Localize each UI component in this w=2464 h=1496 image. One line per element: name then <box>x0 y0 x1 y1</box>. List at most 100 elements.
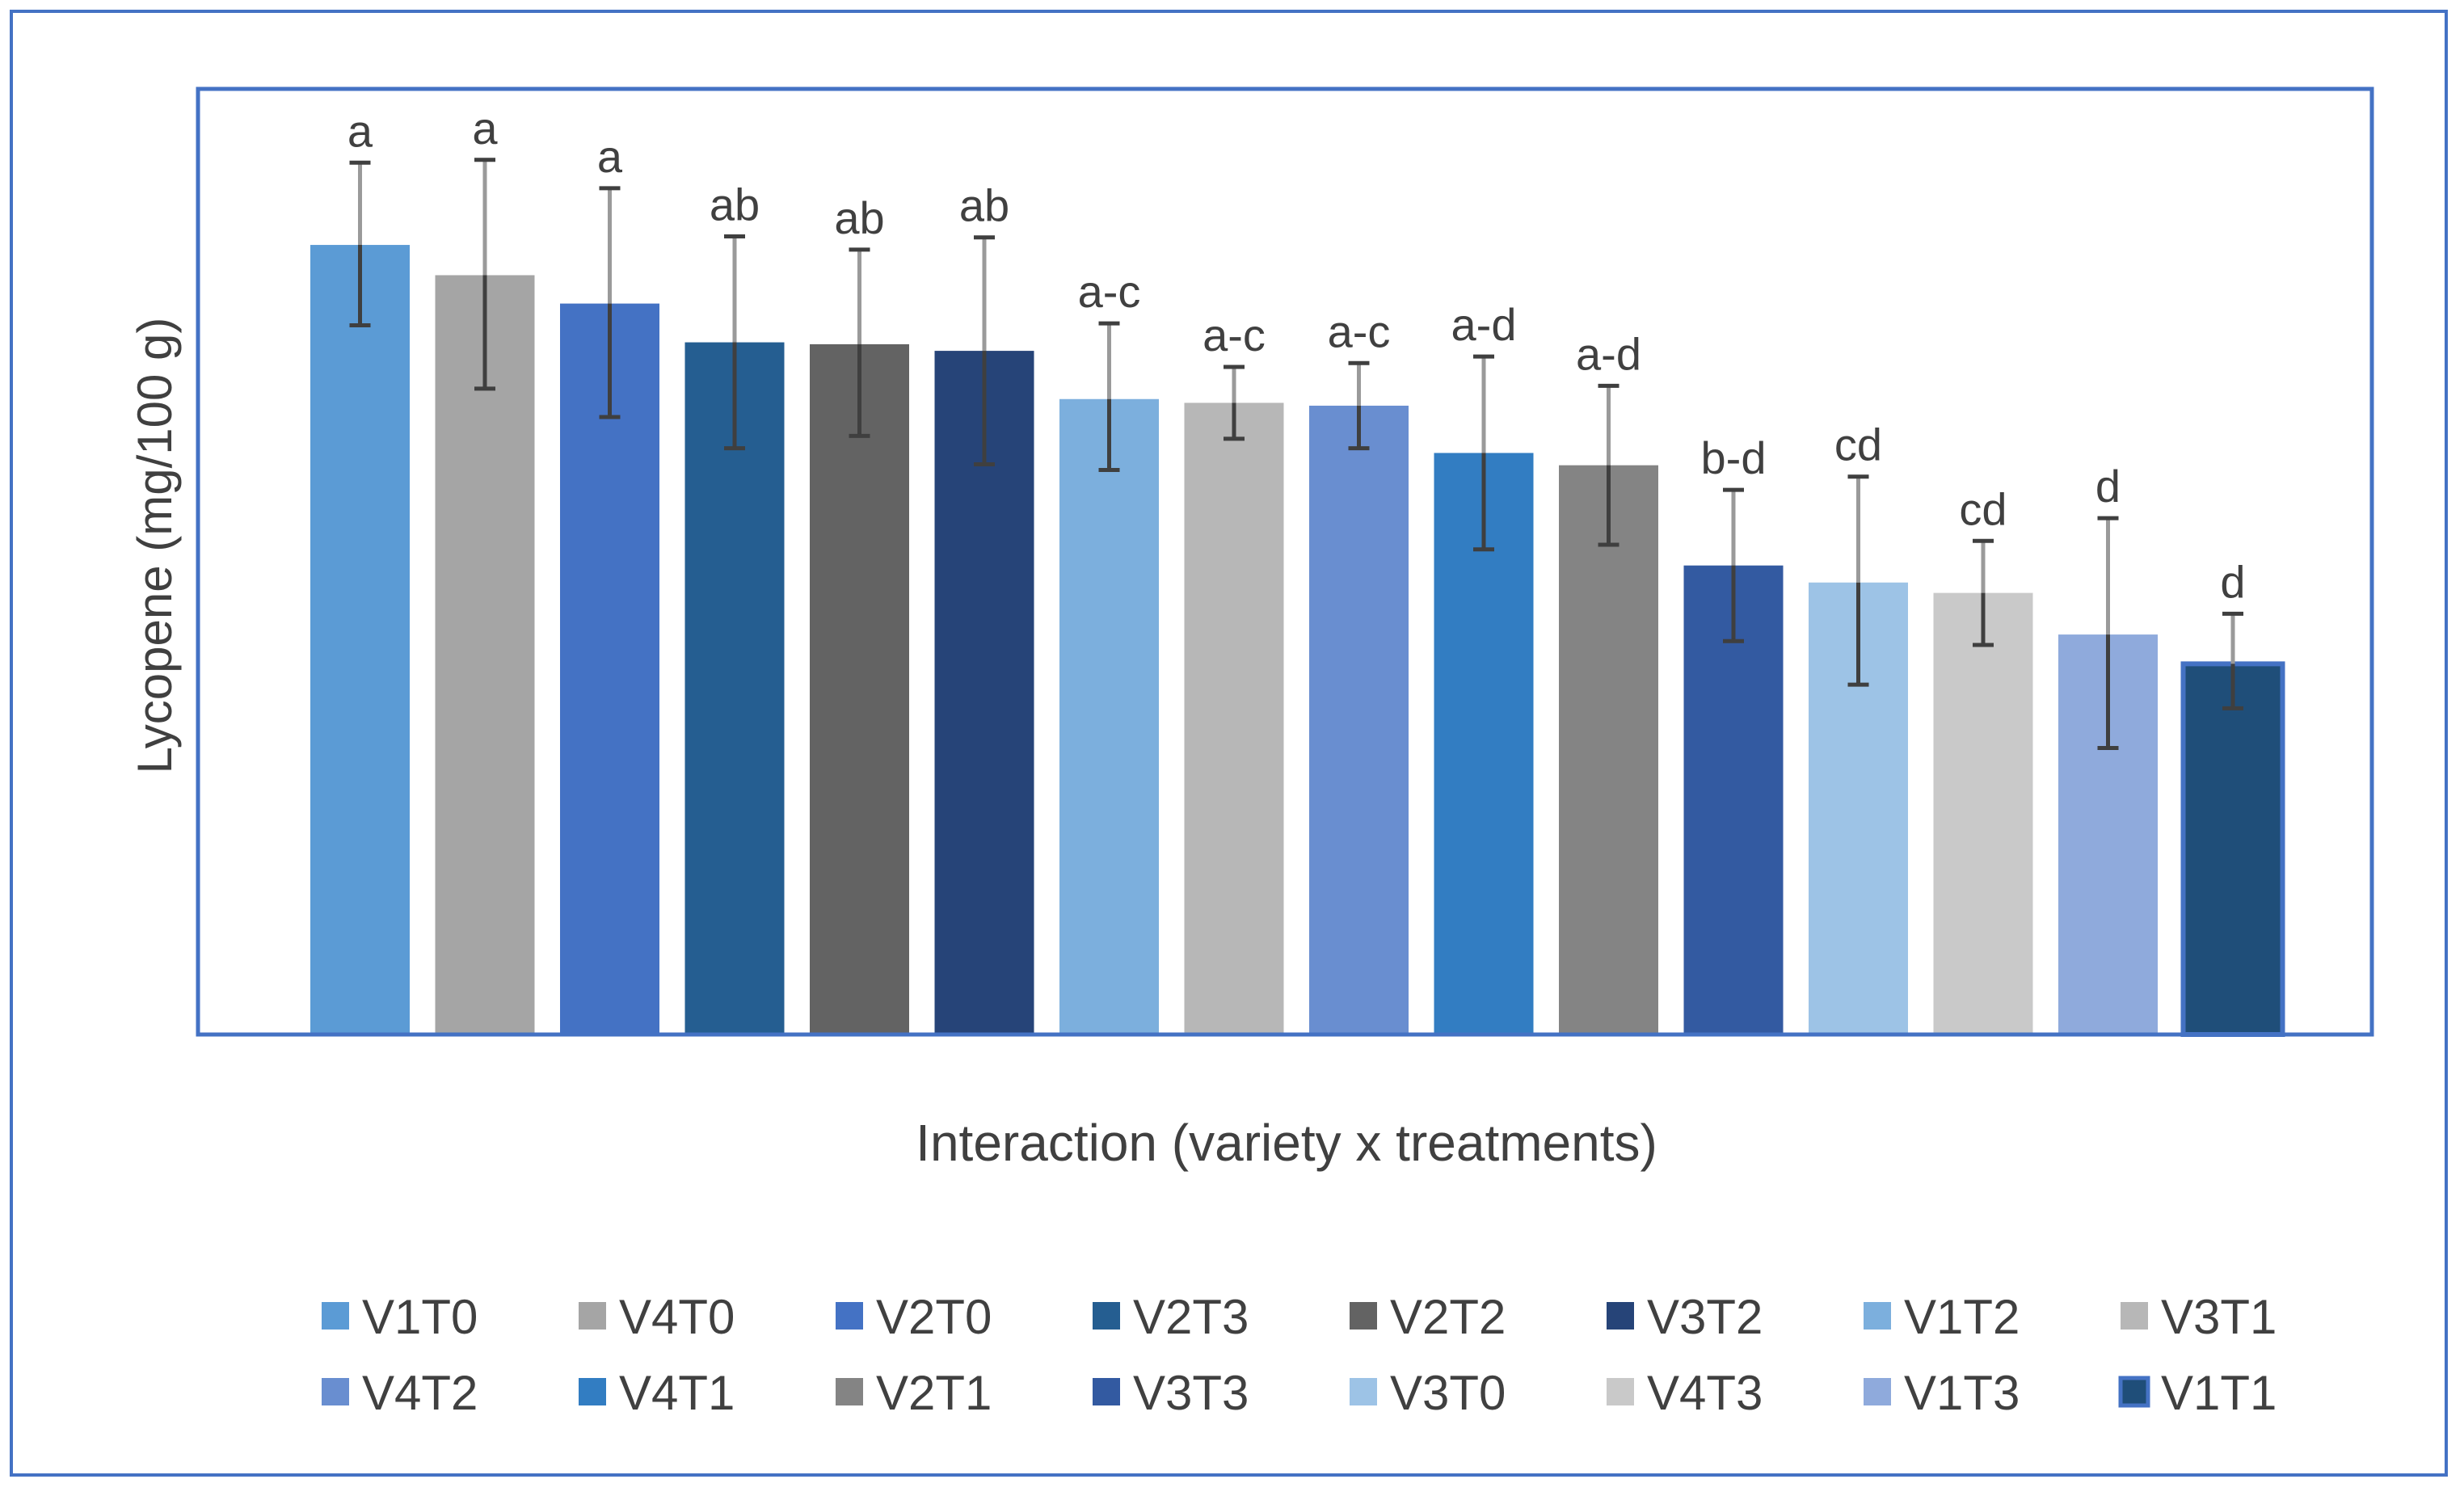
legend-label: V2T3 <box>1133 1290 1249 1344</box>
figure-border <box>10 10 2448 1477</box>
legend-item-v1t3: V1T3 <box>1864 1366 2020 1420</box>
significance-label-v2t3: ab <box>710 179 760 230</box>
significance-label-v4t2: a-c <box>1328 306 1391 356</box>
legend-swatch <box>1864 1378 1891 1405</box>
significance-label-v2t0: a <box>597 131 623 182</box>
error-bar-v4t3 <box>1973 538 1994 647</box>
significance-label-v1t0: a <box>347 105 373 156</box>
legend-item-v2t1: V2T1 <box>836 1366 992 1420</box>
legend-swatch <box>322 1378 349 1405</box>
y-axis-label: Lycopene (mg/100 g) <box>128 318 182 774</box>
legend-label: V4T3 <box>1647 1366 1763 1420</box>
significance-label-v4t0: a <box>472 103 498 154</box>
legend-item-v1t1: V1T1 <box>2118 1366 2277 1420</box>
legend-item-v3t3: V3T3 <box>1093 1366 1249 1420</box>
error-bar-v2t3 <box>724 234 745 451</box>
legend-swatch <box>1607 1378 1634 1405</box>
significance-label-v2t2: ab <box>834 192 884 243</box>
legend-swatch <box>836 1302 863 1330</box>
bar-v4t3 <box>1933 592 2033 1035</box>
legend-label: V4T0 <box>619 1290 735 1344</box>
legend-label: V3T1 <box>2161 1290 2277 1344</box>
significance-label-v1t3: d <box>2095 461 2121 512</box>
significance-label-v2t1: a-d <box>1576 328 1641 379</box>
bar-v1t2 <box>1059 398 1159 1035</box>
error-bar-v1t3 <box>2097 516 2119 750</box>
legend-label: V2T2 <box>1390 1290 1506 1344</box>
significance-label-v4t3: cd <box>1959 483 2007 534</box>
significance-label-v4t1: a-d <box>1451 299 1517 350</box>
error-bar-v1t0 <box>349 160 371 327</box>
legend-swatch <box>579 1302 606 1330</box>
legend-swatch <box>322 1302 349 1330</box>
significance-label-v3t1: a-c <box>1203 310 1266 360</box>
x-axis-label: Interaction (variety x treatments) <box>916 1114 1657 1172</box>
legend-item-v3t0: V3T0 <box>1350 1366 1506 1420</box>
significance-label-v1t2: a-c <box>1078 266 1141 317</box>
legend-item-v1t0: V1T0 <box>322 1290 478 1344</box>
legend-swatch <box>2118 1376 2150 1408</box>
error-bar-v4t1 <box>1473 354 1494 552</box>
bar-v4t0 <box>435 275 535 1035</box>
legend-item-v4t3: V4T3 <box>1607 1366 1763 1420</box>
error-bar-v4t0 <box>474 158 495 391</box>
legend-label: V1T3 <box>1904 1366 2020 1420</box>
legend-label: V2T0 <box>876 1290 992 1344</box>
bar-v4t2 <box>1309 405 1409 1035</box>
legend-swatch <box>1864 1302 1891 1330</box>
legend-swatch <box>1607 1302 1634 1330</box>
error-bar-v2t2 <box>849 247 870 438</box>
legend-label: V4T1 <box>619 1366 735 1420</box>
bar-v3t3 <box>1683 565 1784 1035</box>
legend-item-v3t2: V3T2 <box>1607 1290 1763 1344</box>
bars-layer <box>310 245 2285 1037</box>
significance-labels-layer: a a a ab ab ab a-c a-c a-c a-d a-d b-d cd cd d d <box>347 103 2246 608</box>
legend-swatch <box>1350 1302 1377 1330</box>
bar-v2t2 <box>810 343 909 1035</box>
legend-label: V1T1 <box>2161 1366 2277 1420</box>
bar-v1t1 <box>2180 661 2285 1037</box>
significance-label-v1t1: d <box>2220 556 2245 607</box>
error-bar-v2t0 <box>599 186 621 419</box>
legend-item-v4t1: V4T1 <box>579 1366 735 1420</box>
error-bar-v1t1 <box>2222 611 2243 710</box>
legend-item-v2t2: V2T2 <box>1350 1290 1506 1344</box>
legend-item-v1t2: V1T2 <box>1864 1290 2020 1344</box>
plot-area-border <box>196 86 2374 1037</box>
legend-item-v3t1: V3T1 <box>2121 1290 2277 1344</box>
significance-label-v3t0: cd <box>1834 419 1882 470</box>
legend-item-v2t0: V2T0 <box>836 1290 992 1344</box>
legend-label: V2T1 <box>876 1366 992 1420</box>
legend-item-v4t0: V4T0 <box>579 1290 735 1344</box>
bar-v2t0 <box>560 303 659 1035</box>
bar-v3t1 <box>1184 402 1284 1035</box>
error-bars-layer <box>349 158 2243 750</box>
bar-v2t1 <box>1559 465 1658 1035</box>
legend-swatch <box>836 1378 863 1405</box>
legend-label: V3T2 <box>1647 1290 1763 1344</box>
error-bar-v3t0 <box>1847 474 1869 687</box>
significance-label-v3t3: b-d <box>1701 432 1767 483</box>
legend-label: V3T0 <box>1390 1366 1506 1420</box>
legend-label: V3T3 <box>1133 1366 1249 1420</box>
error-bar-v1t2 <box>1098 321 1120 473</box>
legend-item-v4t2: V4T2 <box>322 1366 478 1420</box>
error-bar-v3t1 <box>1224 365 1245 441</box>
legend-label: V1T2 <box>1904 1290 2020 1344</box>
error-bar-v3t2 <box>974 235 995 466</box>
bar-v1t0 <box>310 245 410 1035</box>
legend-label: V4T2 <box>362 1366 478 1420</box>
legend-swatch <box>1350 1378 1377 1405</box>
legend-swatch <box>2121 1302 2148 1330</box>
significance-label-v3t2: ab <box>959 180 1009 231</box>
error-bar-v3t3 <box>1723 487 1744 643</box>
error-bar-v4t2 <box>1348 360 1370 451</box>
error-bar-v2t1 <box>1598 383 1620 547</box>
legend-label: V1T0 <box>362 1290 478 1344</box>
legend-swatch <box>1093 1378 1120 1405</box>
legend-swatch <box>579 1378 606 1405</box>
legend: V1T0 V4T0 V2T0 V2T3 V2T2 V3T2 V1T2 V3T1 V4T2 V4T1… <box>322 1290 2277 1420</box>
legend-swatch <box>1093 1302 1120 1330</box>
